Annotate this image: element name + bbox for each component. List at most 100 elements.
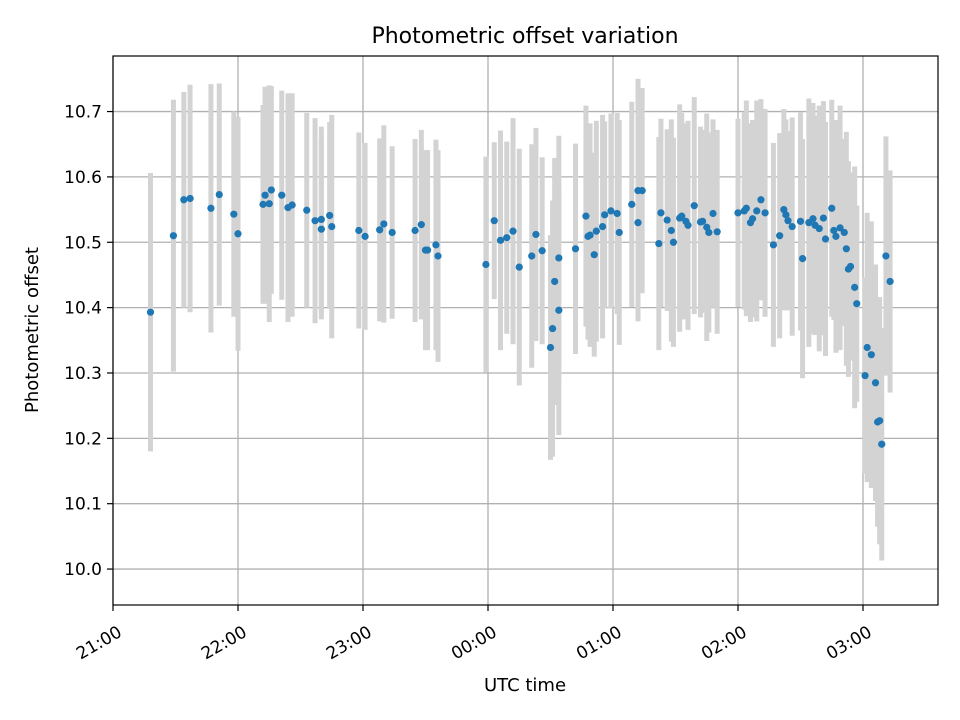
data-point — [180, 196, 188, 204]
data-point — [146, 308, 155, 316]
data-point — [380, 220, 388, 228]
data-point — [328, 222, 336, 231]
data-point — [528, 252, 536, 260]
data-point — [853, 300, 861, 308]
data-point — [769, 241, 778, 249]
data-point — [878, 440, 886, 448]
data-point — [638, 187, 646, 195]
y-tick-label: 10.5 — [64, 233, 102, 253]
data-point — [303, 206, 311, 214]
data-point — [840, 228, 848, 237]
data-point — [663, 216, 671, 224]
data-point — [555, 254, 563, 262]
data-point — [278, 191, 286, 199]
data-point — [698, 217, 707, 225]
data-point — [482, 260, 490, 269]
y-tick-label: 10.4 — [64, 299, 102, 319]
data-point — [288, 201, 296, 209]
data-point — [634, 219, 642, 227]
data-point — [311, 217, 319, 225]
data-point — [886, 277, 894, 286]
data-point — [532, 230, 540, 239]
data-point — [876, 417, 884, 425]
data-point — [598, 222, 607, 231]
data-point — [388, 228, 396, 237]
data-point — [667, 226, 675, 235]
data-point — [169, 232, 178, 240]
data-point — [503, 234, 511, 242]
data-point — [615, 228, 623, 237]
y-tick-label: 10.1 — [64, 495, 102, 515]
data-point — [830, 226, 838, 235]
data-point — [748, 215, 757, 223]
data-point — [782, 211, 790, 219]
data-point — [207, 204, 215, 212]
data-point — [798, 255, 807, 263]
data-point — [261, 191, 269, 199]
data-point — [851, 283, 859, 291]
data-point — [538, 247, 546, 255]
data-point — [821, 235, 830, 243]
data-point — [215, 190, 223, 199]
data-point — [784, 217, 792, 225]
data-point — [434, 252, 442, 260]
data-point — [515, 263, 523, 271]
data-point — [423, 246, 432, 254]
data-point — [355, 226, 363, 235]
data-point — [742, 204, 750, 212]
data-point — [592, 227, 600, 235]
data-point — [548, 324, 557, 333]
data-point — [607, 207, 615, 215]
data-point — [551, 277, 559, 286]
data-point — [376, 226, 384, 234]
data-point — [259, 200, 267, 208]
data-point — [832, 232, 840, 240]
data-point — [613, 209, 621, 218]
data-point — [684, 221, 692, 229]
data-point — [509, 227, 517, 235]
data-point — [809, 215, 817, 223]
data-point — [836, 224, 844, 232]
data-point — [555, 306, 563, 314]
data-point — [657, 209, 665, 217]
data-point — [601, 211, 609, 219]
data-point — [669, 238, 678, 246]
data-point — [628, 200, 636, 208]
data-point — [582, 212, 590, 220]
data-point — [490, 217, 498, 225]
data-point — [690, 202, 698, 210]
y-tick-label: 10.2 — [64, 429, 102, 449]
data-point — [815, 224, 823, 233]
data-point — [709, 209, 717, 218]
data-point — [317, 225, 325, 233]
data-point — [871, 379, 880, 387]
data-point — [713, 228, 721, 236]
data-point — [432, 241, 440, 249]
y-tick-label: 10.6 — [64, 168, 102, 188]
data-point — [788, 222, 796, 231]
data-point — [882, 252, 890, 260]
data-point — [265, 200, 273, 208]
plot-frame — [112, 55, 939, 606]
data-point — [230, 210, 238, 218]
data-point — [586, 231, 594, 239]
data-point — [655, 239, 663, 248]
data-point — [867, 351, 875, 359]
y-axis-title: Photometric offset — [22, 247, 43, 413]
y-tick-label: 10.0 — [64, 560, 102, 580]
data-point — [757, 196, 765, 204]
data-points — [146, 186, 894, 448]
data-point — [546, 343, 555, 352]
data-point — [417, 221, 425, 229]
data-point — [861, 371, 869, 380]
data-point — [186, 194, 194, 203]
data-point — [411, 226, 419, 235]
data-point — [863, 343, 871, 352]
data-point — [842, 245, 850, 253]
data-point — [776, 232, 784, 240]
data-point — [361, 232, 369, 240]
data-point — [317, 215, 325, 223]
chart-title: Photometric offset variation — [371, 24, 678, 49]
data-point — [267, 186, 275, 194]
